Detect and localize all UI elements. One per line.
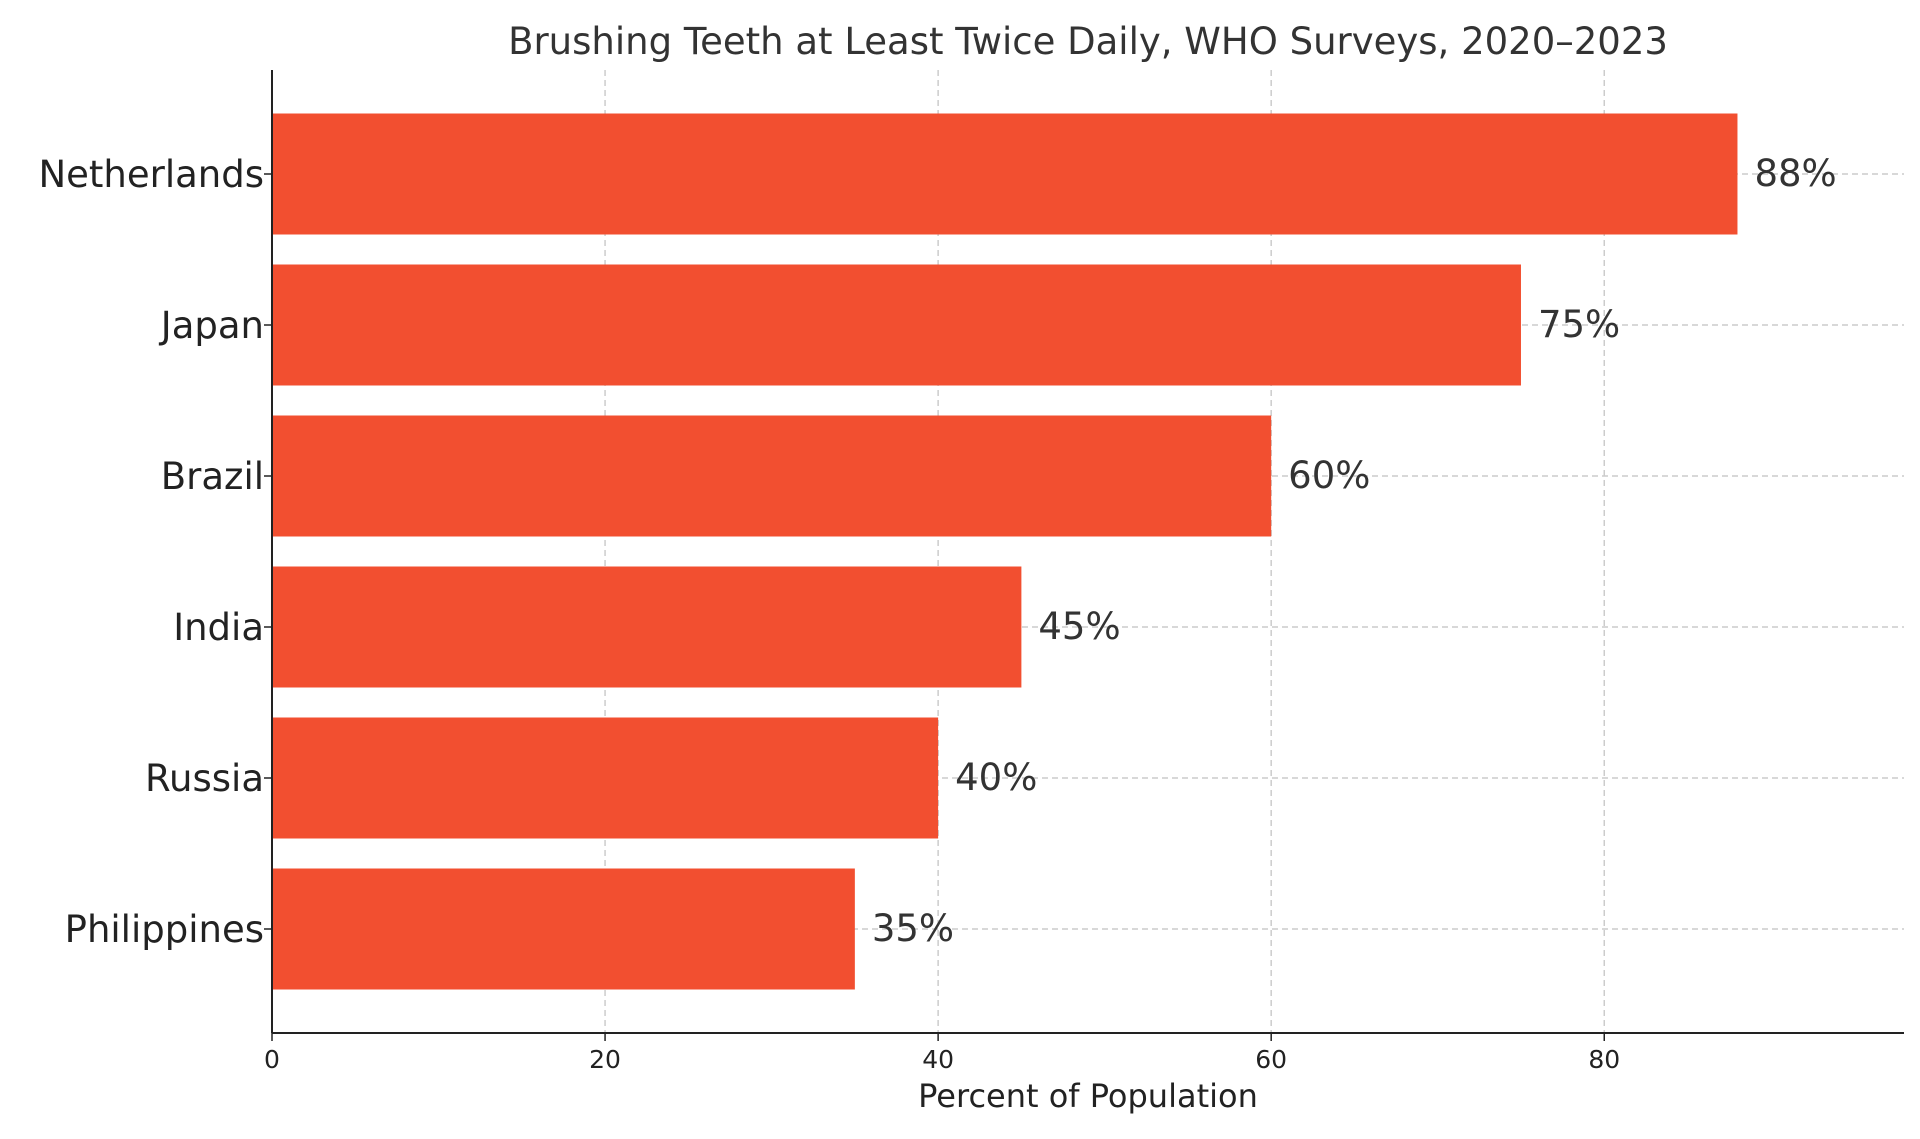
data-label: 40% <box>955 756 1037 799</box>
x-tick-label: 80 <box>1588 1045 1620 1074</box>
data-label: 45% <box>1038 605 1120 648</box>
y-tick-label: Philippines <box>65 908 264 951</box>
x-tick-label: 40 <box>922 1045 954 1074</box>
x-axis-label: Percent of Population <box>918 1077 1258 1115</box>
x-tick-label: 60 <box>1255 1045 1287 1074</box>
y-tick-label: Japan <box>159 304 264 347</box>
labels-layer: 0 20 40 60 80 Netherlands Japan Brazil India Russ… <box>38 152 1836 1074</box>
y-tick-label: Brazil <box>161 455 264 498</box>
x-tick-label: 20 <box>589 1045 621 1074</box>
y-tick-label: India <box>173 606 264 649</box>
bar <box>272 264 1521 386</box>
axes-layer <box>264 70 1904 1041</box>
data-label: 88% <box>1754 152 1836 195</box>
bars-layer <box>272 113 1738 990</box>
x-tick-label: 0 <box>264 1045 280 1074</box>
data-label: 35% <box>872 907 954 950</box>
bar <box>272 566 1022 688</box>
bar <box>272 113 1738 235</box>
bar <box>272 415 1272 537</box>
chart-title: Brushing Teeth at Least Twice Daily, WHO… <box>508 20 1668 63</box>
bar <box>272 717 939 839</box>
data-label: 60% <box>1288 454 1370 497</box>
data-label: 75% <box>1538 303 1620 346</box>
bar <box>272 868 855 990</box>
y-tick-label: Russia <box>145 757 264 800</box>
y-tick-label: Netherlands <box>38 153 264 196</box>
